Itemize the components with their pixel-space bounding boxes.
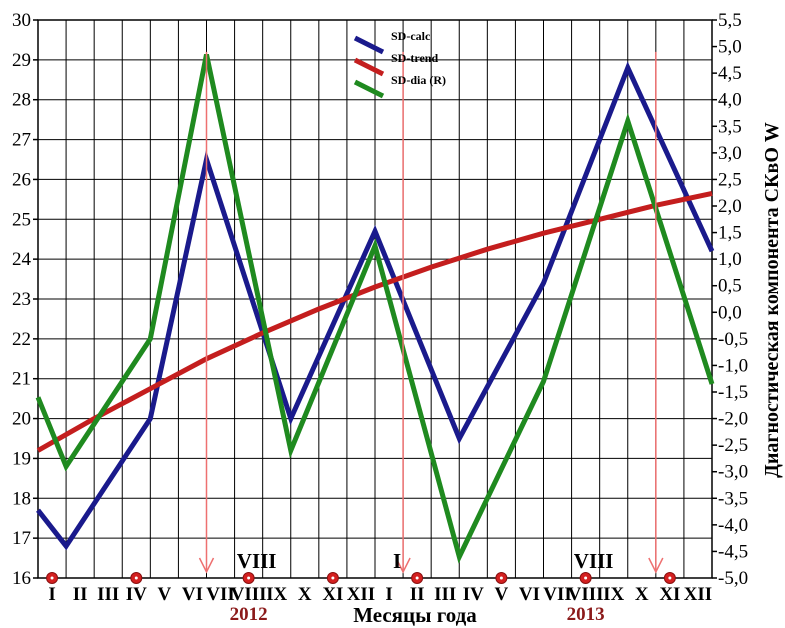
- left-tick-label: 19: [12, 448, 31, 469]
- right-tick-label: -4,5: [718, 541, 748, 562]
- red-marker-center: [584, 576, 588, 580]
- right-tick-label: -1,0: [718, 355, 748, 376]
- series-line-sd-calc: [36, 61, 715, 551]
- right-tick-label: 1,5: [718, 223, 742, 244]
- legend-swatch: [353, 79, 385, 99]
- legend-swatch: [353, 57, 385, 77]
- right-tick-label: -0,5: [718, 329, 748, 350]
- month-label: XII: [684, 584, 713, 605]
- month-label: VIII: [568, 584, 604, 605]
- month-label: II: [73, 584, 88, 605]
- red-marker-center: [415, 576, 419, 580]
- month-label: VIII: [231, 584, 267, 605]
- right-axis: -5,0 -4,5 -4,0 -3,5 -3,0 -2,5 -2,0 -1,5 -1,0 -0,5…: [712, 10, 748, 589]
- right-tick-label: 2,5: [718, 169, 742, 190]
- month-label: IX: [266, 584, 287, 605]
- red-marker-center: [134, 576, 138, 580]
- x-axis-title: Месяцы года: [353, 603, 477, 627]
- arrow-head: [198, 557, 215, 574]
- month-annotations: VIII I VIII: [237, 549, 614, 573]
- left-tick-label: 30: [12, 10, 31, 31]
- series-line-sd-trend: [36, 190, 713, 453]
- left-tick-label: 17: [12, 528, 31, 549]
- year-label: 2012: [230, 604, 268, 625]
- series-line-sd-dia-r: [35, 53, 715, 564]
- month-label: XII: [347, 584, 376, 605]
- month-annotation: I: [393, 549, 401, 573]
- right-tick-label: -1,5: [718, 382, 748, 403]
- right-tick-label: 4,0: [718, 90, 742, 111]
- month-label: III: [434, 584, 456, 605]
- right-tick-label: -2,0: [718, 409, 748, 430]
- legend-label: SD-trend: [391, 51, 438, 65]
- arrows: [198, 51, 664, 574]
- left-tick-label: 24: [12, 249, 32, 270]
- right-tick-label: 3,0: [718, 143, 742, 164]
- month-markers: [46, 572, 676, 584]
- month-label: X: [298, 584, 312, 605]
- red-marker-center: [247, 576, 251, 580]
- month-label: IX: [603, 584, 624, 605]
- series-layer: [35, 53, 715, 564]
- left-tick-label: 22: [12, 329, 31, 350]
- right-tick-label: -3,5: [718, 488, 748, 509]
- right-tick-label: 4,5: [718, 63, 742, 84]
- legend-label: SD-calc: [391, 29, 431, 43]
- arrow-head: [648, 557, 664, 574]
- right-tick-label: 5,0: [718, 37, 742, 58]
- month-label: X: [635, 584, 649, 605]
- arrow-head: [395, 557, 411, 574]
- month-label: IV: [126, 584, 147, 605]
- red-marker-center: [50, 576, 54, 580]
- month-label: II: [410, 584, 425, 605]
- left-tick-label: 25: [12, 209, 31, 230]
- month-label: XI: [322, 584, 343, 605]
- y2-axis-title: Диагностическая компонента СКвО W: [761, 122, 783, 478]
- month-label: VI: [519, 584, 540, 605]
- red-marker-center: [331, 576, 335, 580]
- month-label: VII: [206, 584, 235, 605]
- legend-label: SD-dia (R): [391, 73, 446, 87]
- red-marker-center: [499, 576, 503, 580]
- right-tick-label: 5,5: [718, 10, 742, 31]
- month-label: V: [495, 584, 509, 605]
- right-tick-label: -4,0: [718, 515, 748, 536]
- left-tick-label: 27: [12, 130, 31, 151]
- month-annotation: VIII: [237, 549, 277, 573]
- month-label: XI: [659, 584, 680, 605]
- month-label: I: [385, 584, 392, 605]
- left-tick-label: 28: [12, 90, 31, 111]
- month-label: I: [48, 584, 55, 605]
- month-annotation: VIII: [574, 549, 614, 573]
- right-tick-label: -5,0: [718, 568, 748, 589]
- left-tick-label: 21: [12, 369, 31, 390]
- red-marker-center: [668, 576, 672, 580]
- legend-swatch: [353, 35, 385, 55]
- left-tick-label: 29: [12, 50, 31, 71]
- right-tick-label: 0,0: [718, 302, 742, 323]
- month-label: VII: [543, 584, 572, 605]
- left-tick-label: 16: [12, 568, 31, 589]
- year-labels: 2012 2013: [230, 604, 605, 625]
- left-tick-label: 18: [12, 488, 31, 509]
- year-label: 2013: [567, 604, 605, 625]
- right-tick-label: 2,0: [718, 196, 742, 217]
- left-tick-label: 23: [12, 289, 31, 310]
- right-tick-label: -3,0: [718, 462, 748, 483]
- legend: SD-calc SD-trend SD-dia (R): [353, 29, 446, 99]
- right-tick-label: 3,5: [718, 116, 742, 137]
- grid: [37, 19, 713, 579]
- month-label: VI: [182, 584, 203, 605]
- right-tick-label: 1,0: [718, 249, 742, 270]
- month-label: V: [158, 584, 172, 605]
- right-tick-label: -2,5: [718, 435, 748, 456]
- left-tick-label: 20: [12, 409, 31, 430]
- right-tick-label: 0,5: [718, 276, 742, 297]
- left-axis: 16 17 18 19 20 21 22 23 24 25 26 27 28 29 30: [12, 10, 38, 589]
- month-label: IV: [463, 584, 484, 605]
- month-label: III: [97, 584, 119, 605]
- left-tick-label: 26: [12, 169, 31, 190]
